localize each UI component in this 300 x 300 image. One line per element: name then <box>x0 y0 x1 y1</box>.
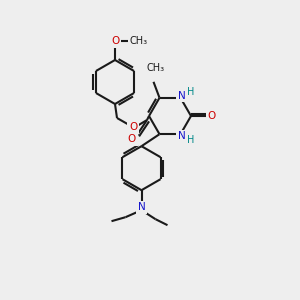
Text: O: O <box>128 134 136 144</box>
Text: H: H <box>187 87 194 97</box>
Text: CH₃: CH₃ <box>146 63 165 73</box>
Text: N: N <box>178 131 185 141</box>
Text: CH₃: CH₃ <box>130 36 148 46</box>
Text: O: O <box>208 111 216 121</box>
Text: N: N <box>178 91 185 101</box>
Text: O: O <box>111 36 119 46</box>
Text: O: O <box>129 122 137 132</box>
Text: N: N <box>138 202 146 212</box>
Text: H: H <box>187 135 194 145</box>
